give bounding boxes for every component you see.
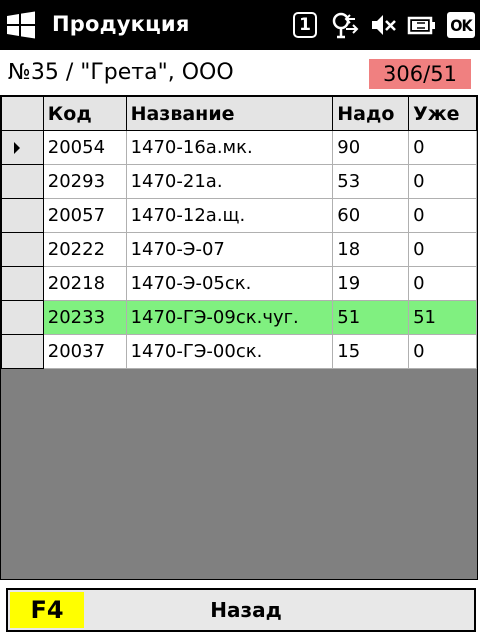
cell-done[interactable]: 0 xyxy=(408,130,477,165)
cell-code[interactable]: 20293 xyxy=(42,164,127,199)
row-header[interactable] xyxy=(1,198,44,233)
table-row[interactable]: 20054 1470-16а.мк. 90 0 xyxy=(1,130,477,165)
cell-done[interactable]: 0 xyxy=(408,198,477,233)
bottom-bar: F4 Назад xyxy=(0,580,480,640)
column-header-need[interactable]: Надо xyxy=(332,96,410,131)
table-row[interactable]: 20218 1470-Э-05ск. 19 0 xyxy=(1,266,477,301)
back-button-label: Назад xyxy=(210,598,282,622)
order-header: №35 / "Грета", ООО xyxy=(0,52,480,94)
table-row[interactable]: 20057 1470-12а.щ. 60 0 xyxy=(1,198,477,233)
row-header[interactable] xyxy=(1,130,44,165)
cell-need[interactable]: 51 xyxy=(332,300,410,335)
cell-name[interactable]: 1470-Э-07 xyxy=(125,232,334,267)
row-header[interactable] xyxy=(1,334,44,369)
cell-name[interactable]: 1470-16а.мк. xyxy=(125,130,334,165)
column-header-done[interactable]: Уже xyxy=(408,96,477,131)
cell-need[interactable]: 18 xyxy=(332,232,410,267)
progress-count-badge: 306/51 xyxy=(369,59,471,89)
cell-code[interactable]: 20057 xyxy=(42,198,127,233)
cell-need[interactable]: 60 xyxy=(332,198,410,233)
back-button[interactable]: F4 Назад xyxy=(6,588,476,632)
notification-count: 1 xyxy=(293,12,317,38)
table-row[interactable]: 20293 1470-21а. 53 0 xyxy=(1,164,477,199)
order-title: №35 / "Грета", ООО xyxy=(8,60,234,85)
cell-name[interactable]: 1470-21а. xyxy=(125,164,334,199)
notification-icon[interactable]: 1 xyxy=(290,10,320,40)
cell-code[interactable]: 20218 xyxy=(42,266,127,301)
ok-label: OK xyxy=(447,12,475,38)
table-row[interactable]: 20222 1470-Э-07 18 0 xyxy=(1,232,477,267)
cell-code[interactable]: 20222 xyxy=(42,232,127,267)
connectivity-icon[interactable] xyxy=(329,10,359,40)
cell-name[interactable]: 1470-ГЭ-09ск.чуг. xyxy=(125,300,334,335)
cell-name[interactable]: 1470-ГЭ-00ск. xyxy=(125,334,334,369)
table-row-completed[interactable]: 20233 1470-ГЭ-09ск.чуг. 51 51 xyxy=(1,300,477,335)
status-icons: 1 OK xyxy=(281,10,476,40)
title-bar: Продукция 1 xyxy=(0,0,480,50)
f4-key-badge: F4 xyxy=(10,592,84,628)
products-grid[interactable]: Код Название Надо Уже 20054 1470-16а.мк.… xyxy=(0,95,478,580)
column-header-code[interactable]: Код xyxy=(42,96,127,131)
cell-done[interactable]: 0 xyxy=(408,266,477,301)
cell-need[interactable]: 15 xyxy=(332,334,410,369)
header-row: Код Название Надо Уже xyxy=(1,96,477,131)
products-table: Код Название Надо Уже 20054 1470-16а.мк.… xyxy=(1,96,477,369)
column-header-name[interactable]: Название xyxy=(125,96,334,131)
row-header[interactable] xyxy=(1,232,44,267)
cell-done[interactable]: 0 xyxy=(408,232,477,267)
ok-button[interactable]: OK xyxy=(446,10,476,40)
windows-start-icon[interactable] xyxy=(6,11,36,39)
cell-done[interactable]: 51 xyxy=(408,300,477,335)
cell-done[interactable]: 0 xyxy=(408,334,477,369)
cell-done[interactable]: 0 xyxy=(408,164,477,199)
row-header-corner xyxy=(1,96,44,131)
app-title: Продукция xyxy=(52,12,190,36)
table-row[interactable]: 20037 1470-ГЭ-00ск. 15 0 xyxy=(1,334,477,369)
cell-code[interactable]: 20054 xyxy=(42,130,127,165)
current-row-arrow-icon xyxy=(14,141,20,154)
row-header[interactable] xyxy=(1,266,44,301)
cell-name[interactable]: 1470-Э-05ск. xyxy=(125,266,334,301)
cell-code[interactable]: 20037 xyxy=(42,334,127,369)
cell-name[interactable]: 1470-12а.щ. xyxy=(125,198,334,233)
volume-mute-icon[interactable] xyxy=(368,10,398,40)
cell-need[interactable]: 90 xyxy=(332,130,410,165)
cell-need[interactable]: 53 xyxy=(332,164,410,199)
cell-need[interactable]: 19 xyxy=(332,266,410,301)
battery-icon[interactable] xyxy=(407,10,437,40)
row-header[interactable] xyxy=(1,300,44,335)
cell-code[interactable]: 20233 xyxy=(42,300,127,335)
row-header[interactable] xyxy=(1,164,44,199)
